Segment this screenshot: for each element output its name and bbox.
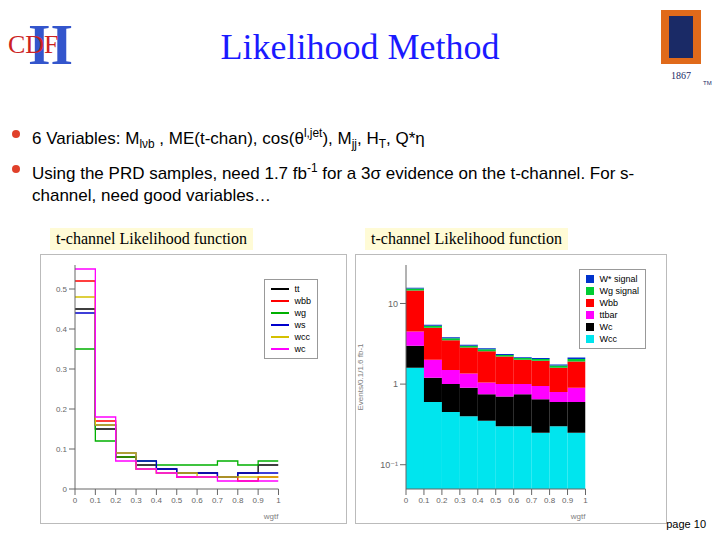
html-text:TM: TM (703, 80, 712, 86)
svg-text:0.3: 0.3 (56, 365, 68, 374)
html-text:II: II (28, 12, 74, 77)
html-text:1867: 1867 (671, 70, 691, 81)
html-text:t-channel Likelihood function: t-channel Likelihood function (56, 230, 248, 247)
svg-text:0.4: 0.4 (472, 496, 484, 505)
html-text:Using the PRD samples, need 1.: Using the PRD samples, need 1.7 fb-1for … (32, 161, 635, 205)
svg-text:wgtf: wgtf (263, 512, 279, 521)
html-text:CDF: CDF (8, 30, 59, 59)
svg-text:0.3: 0.3 (454, 496, 466, 505)
svg-text:0.5: 0.5 (490, 496, 502, 505)
html-text:wg: wg (294, 308, 306, 318)
svg-text:1: 1 (583, 496, 588, 505)
svg-text:0.9: 0.9 (562, 496, 574, 505)
html-text:Wcc: Wcc (599, 334, 617, 344)
svg-text:0.3: 0.3 (130, 496, 142, 505)
svg-text:0.8: 0.8 (544, 496, 556, 505)
svg-text:10: 10 (388, 299, 398, 309)
svg-text:Events/0.1/1.6 fb-1: Events/0.1/1.6 fb-1 (356, 343, 365, 411)
svg-text:0.9: 0.9 (253, 496, 265, 505)
svg-text:0.6: 0.6 (508, 496, 520, 505)
html-text:Wg signal: Wg signal (599, 286, 639, 296)
svg-text:1: 1 (276, 496, 281, 505)
html-text:tt: tt (294, 284, 300, 294)
svg-text:0.1: 0.1 (56, 445, 68, 454)
svg-text:0.1: 0.1 (90, 496, 102, 505)
svg-text:0.7: 0.7 (212, 496, 224, 505)
html-text:Likelihood Method: Likelihood Method (220, 27, 500, 67)
html-text:Wbb: Wbb (599, 298, 618, 308)
html-text:wcc: wcc (294, 332, 310, 342)
svg-text:0.2: 0.2 (436, 496, 448, 505)
html-text:wbb: wbb (294, 296, 311, 306)
svg-text:0: 0 (63, 485, 68, 494)
html-text:6 Variables: Mlνb, ME(t-chan),: 6 Variables: Mlνb, ME(t-chan), cos(θl,je… (32, 126, 425, 151)
html-text:wc: wc (294, 344, 306, 354)
svg-text:0.7: 0.7 (526, 496, 538, 505)
html-text:page 10: page 10 (666, 518, 706, 530)
svg-text:10⁻¹: 10⁻¹ (380, 460, 398, 470)
svg-text:0: 0 (73, 496, 78, 505)
html-text:t-channel Likelihood function: t-channel Likelihood function (371, 230, 563, 247)
svg-text:0.5: 0.5 (171, 496, 183, 505)
svg-text:0.1: 0.1 (418, 496, 430, 505)
svg-text:0.4: 0.4 (56, 325, 68, 334)
svg-text:1: 1 (393, 379, 398, 389)
svg-text:0.2: 0.2 (56, 405, 68, 414)
html-text:W* signal: W* signal (599, 274, 638, 284)
html-text:ttbar: ttbar (599, 310, 618, 320)
html-text:ws: ws (294, 320, 306, 330)
svg-text:0: 0 (404, 496, 409, 505)
svg-text:0.5: 0.5 (56, 285, 68, 294)
svg-text:wgtf: wgtf (570, 512, 586, 521)
svg-text:0.2: 0.2 (110, 496, 122, 505)
html-text:Wc: Wc (599, 322, 613, 332)
svg-text:0.4: 0.4 (151, 496, 163, 505)
svg-text:0.6: 0.6 (192, 496, 204, 505)
svg-text:0.8: 0.8 (232, 496, 244, 505)
